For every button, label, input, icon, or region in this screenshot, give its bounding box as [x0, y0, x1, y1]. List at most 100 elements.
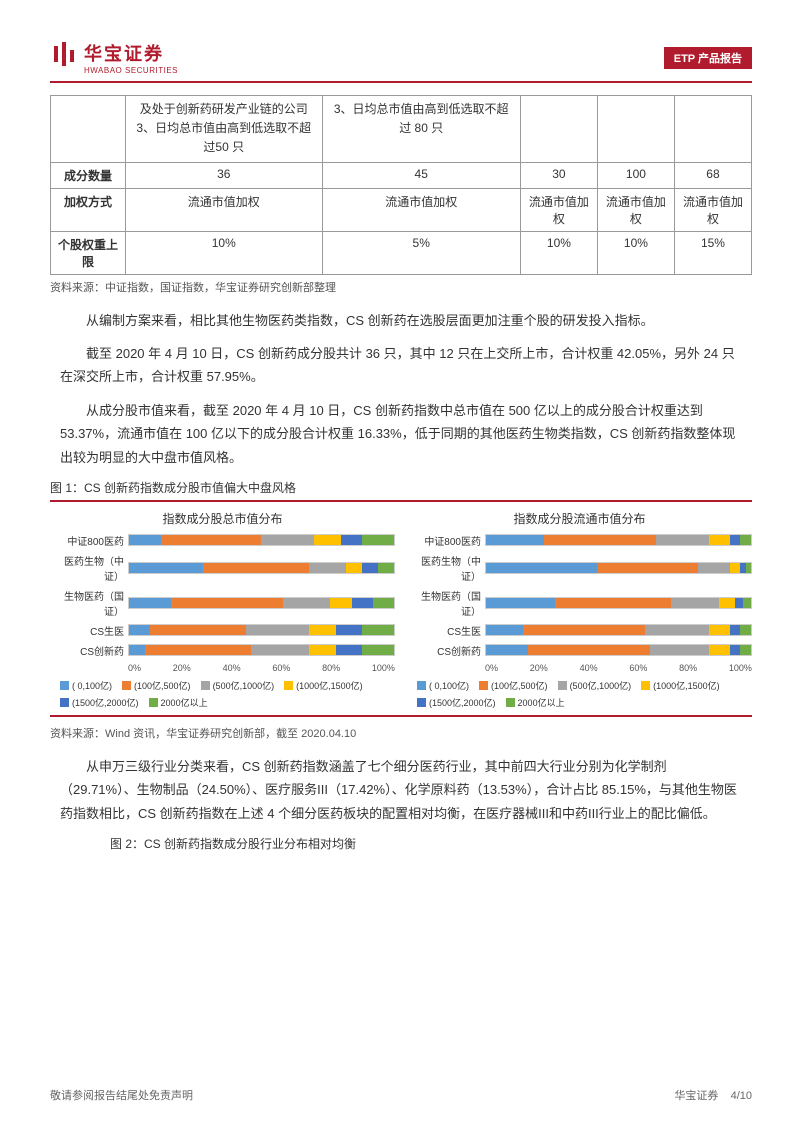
table-cell: 10% [520, 231, 597, 274]
legend-swatch [60, 698, 69, 707]
legend-swatch [122, 681, 131, 690]
chart-bar-segment [709, 535, 730, 545]
table-cell: 10% [597, 231, 674, 274]
chart-bar-segment [309, 645, 336, 655]
chart-bar-segment [352, 598, 373, 608]
chart-bar-track [485, 624, 752, 636]
footer-page-number: 4/10 [731, 1090, 752, 1102]
figure-rule [50, 500, 752, 502]
chart-category-label: CS创新药 [407, 643, 485, 658]
chart-axis-tick: 100% [372, 663, 395, 673]
chart-bar-track [485, 644, 752, 656]
chart-category-label: CS生医 [50, 623, 128, 638]
legend-label: (1500亿,2000亿) [72, 696, 139, 709]
chart-bar-track [128, 562, 395, 574]
chart-bar-segment [740, 625, 751, 635]
chart-bar-track [485, 597, 752, 609]
chart-category-label: 医药生物（中证） [407, 553, 485, 583]
chart-left: 指数成分股总市值分布 中证800医药医药生物（中证）生物医药（国证）CS生医CS… [50, 510, 395, 709]
chart-bar-segment [730, 563, 741, 573]
legend-swatch [284, 681, 293, 690]
logo-text-cn: 华宝证券 [84, 40, 178, 66]
legend-label: (500亿,1000亿) [213, 679, 275, 692]
chart-bar-segment [698, 563, 730, 573]
chart-bar-row: 医药生物（中证） [407, 553, 752, 583]
table-cell [597, 96, 674, 163]
chart-bar-segment [150, 625, 245, 635]
chart-bar-segment [171, 598, 282, 608]
legend-label: ( 0,100亿) [72, 679, 112, 692]
chart-axis-tick: 0% [128, 663, 141, 673]
chart-bar-row: 生物医药（国证） [50, 588, 395, 618]
chart-legend-item: (1500亿,2000亿) [417, 696, 496, 709]
chart-category-label: CS生医 [407, 623, 485, 638]
chart-bar-segment [336, 625, 363, 635]
chart-bar-row: 中证800医药 [50, 533, 395, 548]
chart-bar-segment [283, 598, 331, 608]
chart-bar-segment [597, 563, 698, 573]
chart-axis-tick: 60% [272, 663, 290, 673]
chart-bar-segment [362, 535, 394, 545]
chart-bar-segment [330, 598, 351, 608]
chart-bar-row: 中证800医药 [407, 533, 752, 548]
chart-axis-tick: 20% [173, 663, 191, 673]
table-source: 资料来源：中证指数，国证指数，华宝证券研究创新部整理 [50, 279, 752, 295]
chart-bar-segment [251, 645, 309, 655]
chart-category-label: CS创新药 [50, 643, 128, 658]
chart-bar-segment [145, 645, 251, 655]
chart-bar-segment [373, 598, 394, 608]
chart-bar-row: 生物医药（国证） [407, 588, 752, 618]
chart-bar-track [128, 624, 395, 636]
paragraph: 从编制方案来看，相比其他生物医药类指数，CS 创新药在选股层面更加注重个股的研发… [50, 309, 752, 332]
chart-bar-segment [528, 645, 650, 655]
table-cell: 流通市值加权 [126, 188, 323, 231]
table-cell: 15% [674, 231, 751, 274]
legend-swatch [558, 681, 567, 690]
chart-bar-row: 医药生物（中证） [50, 553, 395, 583]
chart-bar-segment [650, 645, 708, 655]
chart-axis-tick: 40% [223, 663, 241, 673]
table-cell: 36 [126, 162, 323, 188]
chart-bar-segment [709, 625, 730, 635]
logo-text-en: HWABAO SECURITIES [84, 66, 178, 75]
chart-bar-segment [336, 645, 363, 655]
legend-label: 2000亿以上 [161, 696, 208, 709]
report-badge: ETP 产品报告 [664, 47, 752, 69]
chart-bar-segment [740, 645, 751, 655]
chart-legend-item: (1000亿,1500亿) [284, 679, 363, 692]
chart-bar-segment [730, 625, 741, 635]
table-cell: 45 [322, 162, 520, 188]
chart-bar-segment [486, 535, 544, 545]
chart-bar-segment [246, 625, 310, 635]
table-cell [674, 96, 751, 163]
index-comparison-table: 及处于创新药研发产业链的公司 3、日均总市值由高到低选取不超过50 只 3、日均… [50, 95, 752, 275]
legend-label: (100亿,500亿) [491, 679, 548, 692]
footer-company: 华宝证券 [674, 1090, 718, 1102]
chart-bar-segment [730, 535, 741, 545]
legend-swatch [417, 698, 426, 707]
legend-swatch [149, 698, 158, 707]
chart-bar-track [485, 562, 752, 574]
page-header: 华宝证券 HWABAO SECURITIES ETP 产品报告 [50, 40, 752, 83]
chart-legend-item: 2000亿以上 [149, 696, 208, 709]
chart-legend-item: (100亿,500亿) [122, 679, 191, 692]
table-row-header [51, 96, 126, 163]
chart-axis-tick: 80% [679, 663, 697, 673]
chart-bar-segment [719, 598, 735, 608]
footer-disclaimer: 敬请参阅报告结尾处免责声明 [50, 1087, 193, 1103]
chart-legend-item: (500亿,1000亿) [558, 679, 632, 692]
chart-bar-segment [486, 598, 555, 608]
table-row-header: 个股权重上限 [51, 231, 126, 274]
figure-1-charts: 指数成分股总市值分布 中证800医药医药生物（中证）生物医药（国证）CS生医CS… [50, 510, 752, 709]
chart-legend-item: (500亿,1000亿) [201, 679, 275, 692]
legend-swatch [201, 681, 210, 690]
legend-label: (1000亿,1500亿) [653, 679, 720, 692]
chart-bar-row: CS创新药 [407, 643, 752, 658]
chart-bar-row: CS生医 [407, 623, 752, 638]
chart-bar-row: CS生医 [50, 623, 395, 638]
logo-icon [50, 40, 78, 75]
chart-right-title: 指数成分股流通市值分布 [407, 510, 752, 527]
chart-bar-segment [671, 598, 719, 608]
chart-bar-segment [486, 645, 528, 655]
chart-bar-segment [362, 645, 394, 655]
